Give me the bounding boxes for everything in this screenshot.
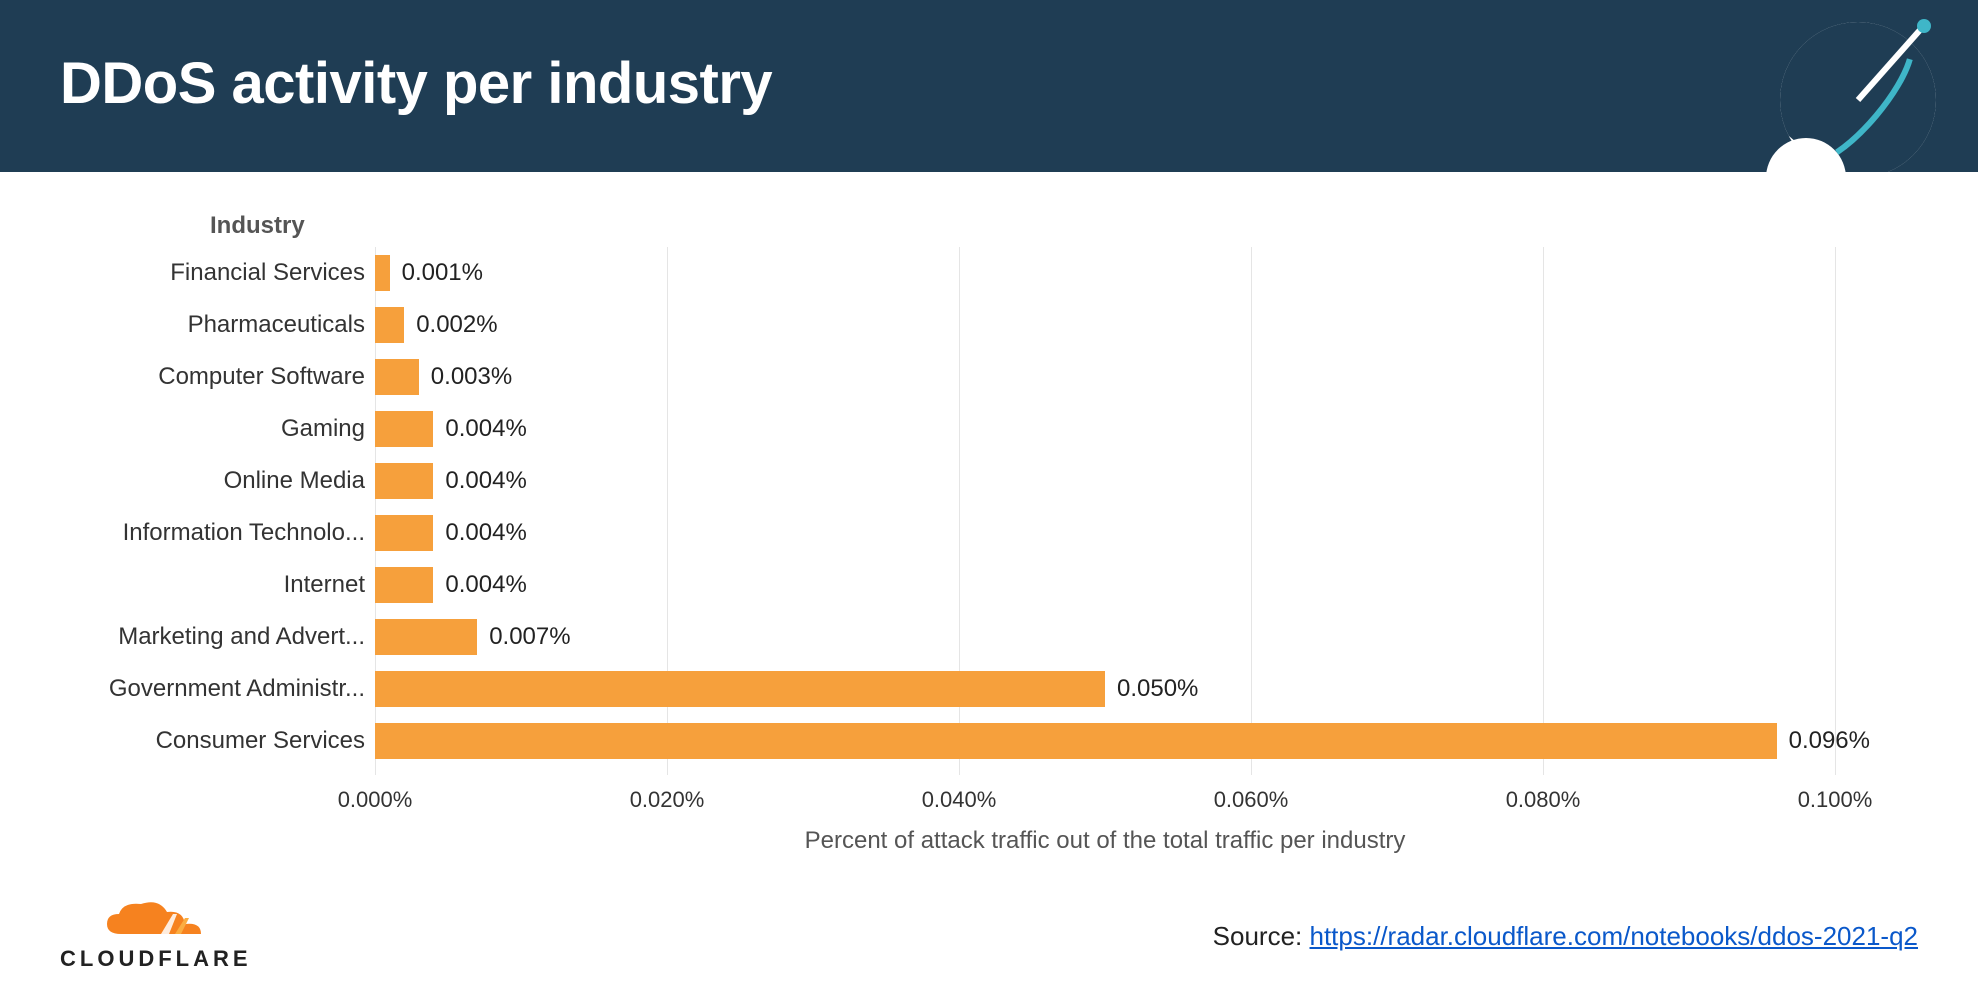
bar xyxy=(375,255,390,291)
bar xyxy=(375,359,419,395)
category-label: Gaming xyxy=(45,403,365,455)
brand-text: CLOUDFLARE xyxy=(60,946,252,972)
chart-row: Marketing and Advert...0.007% xyxy=(375,611,1835,663)
cloudflare-cloud-icon xyxy=(101,900,211,942)
source-link[interactable]: https://radar.cloudflare.com/notebooks/d… xyxy=(1310,921,1919,951)
page-title: DDoS activity per industry xyxy=(60,50,1918,117)
category-label: Information Technolo... xyxy=(45,507,365,559)
category-label: Marketing and Advert... xyxy=(45,611,365,663)
source-text: Source: https://radar.cloudflare.com/not… xyxy=(1213,921,1918,952)
bar xyxy=(375,463,433,499)
plot-area: Percent of attack traffic out of the tot… xyxy=(375,247,1835,787)
category-label: Government Administr... xyxy=(45,663,365,715)
value-label: 0.007% xyxy=(489,611,570,663)
x-tick-label: 0.000% xyxy=(338,787,413,813)
chart-row: Financial Services0.001% xyxy=(375,247,1835,299)
value-label: 0.001% xyxy=(402,247,483,299)
chart-row: Consumer Services0.096% xyxy=(375,715,1835,767)
x-tick-label: 0.100% xyxy=(1798,787,1873,813)
chart-row: Online Media0.004% xyxy=(375,455,1835,507)
header: DDoS activity per industry xyxy=(0,0,1978,172)
x-axis-title: Percent of attack traffic out of the tot… xyxy=(805,827,1406,855)
cloudflare-logo: CLOUDFLARE xyxy=(60,900,252,972)
category-label: Internet xyxy=(45,559,365,611)
x-tick-label: 0.040% xyxy=(922,787,997,813)
bar xyxy=(375,411,433,447)
value-label: 0.004% xyxy=(445,403,526,455)
source-prefix: Source: xyxy=(1213,921,1310,951)
bar xyxy=(375,723,1777,759)
chart-row: Government Administr...0.050% xyxy=(375,663,1835,715)
chart-row: Internet0.004% xyxy=(375,559,1835,611)
bar xyxy=(375,567,433,603)
x-tick-label: 0.020% xyxy=(630,787,705,813)
x-tick-label: 0.080% xyxy=(1506,787,1581,813)
value-label: 0.004% xyxy=(445,455,526,507)
bar xyxy=(375,307,404,343)
chart-row: Information Technolo...0.004% xyxy=(375,507,1835,559)
value-label: 0.004% xyxy=(445,559,526,611)
category-label: Consumer Services xyxy=(45,715,365,767)
radar-dish-icon xyxy=(1748,0,1948,177)
y-axis-title: Industry xyxy=(210,212,305,240)
category-label: Online Media xyxy=(45,455,365,507)
bar xyxy=(375,619,477,655)
value-label: 0.003% xyxy=(431,351,512,403)
chart-row: Computer Software0.003% xyxy=(375,351,1835,403)
value-label: 0.096% xyxy=(1789,715,1870,767)
x-tick-label: 0.060% xyxy=(1214,787,1289,813)
bar xyxy=(375,515,433,551)
value-label: 0.004% xyxy=(445,507,526,559)
gridline xyxy=(1835,247,1836,775)
category-label: Computer Software xyxy=(45,351,365,403)
category-label: Pharmaceuticals xyxy=(45,299,365,351)
chart-row: Pharmaceuticals0.002% xyxy=(375,299,1835,351)
value-label: 0.050% xyxy=(1117,663,1198,715)
chart-row: Gaming0.004% xyxy=(375,403,1835,455)
value-label: 0.002% xyxy=(416,299,497,351)
footer: CLOUDFLARE Source: https://radar.cloudfl… xyxy=(0,872,1978,1000)
category-label: Financial Services xyxy=(45,247,365,299)
bar xyxy=(375,671,1105,707)
chart: Industry Percent of attack traffic out o… xyxy=(0,172,1978,872)
